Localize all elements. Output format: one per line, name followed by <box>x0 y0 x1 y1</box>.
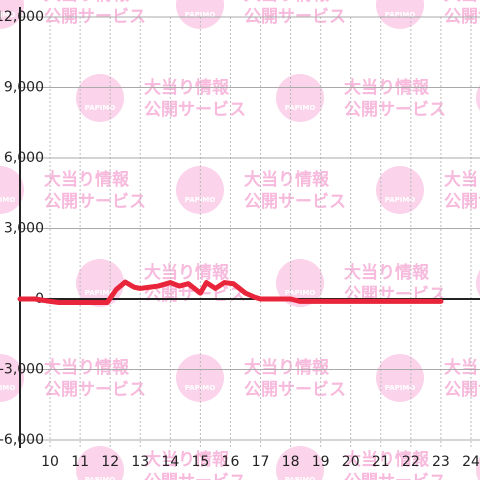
x-tick-label: 14 <box>161 454 179 470</box>
y-tick-label: -6,000 <box>0 432 44 448</box>
y-tick-label: 9,000 <box>4 80 44 96</box>
x-tick-label: 17 <box>252 454 270 470</box>
watermark-logo-text: PAPIMO <box>0 11 15 19</box>
watermark-subtitle: 公開サービス <box>344 472 446 480</box>
watermark-logo <box>276 259 324 307</box>
watermark-subtitle: 公開サービス <box>444 380 480 400</box>
x-tick-label: 11 <box>71 454 89 470</box>
watermark-subtitle: 公開サービス <box>144 100 246 120</box>
watermark-subtitle: 公開サービス <box>44 380 146 400</box>
watermark-logo <box>0 166 24 214</box>
x-tick-label: 22 <box>402 454 420 470</box>
x-tick-label: 15 <box>191 454 209 470</box>
watermark-logo <box>376 0 424 29</box>
watermark-logo-text: PAPIMO <box>385 196 416 204</box>
watermark-logo <box>476 269 480 297</box>
watermark-title: 大当り情報 <box>44 357 130 378</box>
x-tick-label: 23 <box>432 454 450 470</box>
x-tick-label: 19 <box>312 454 330 470</box>
watermark-logo-text: PAPIMO <box>285 476 316 480</box>
watermark-logo <box>376 166 424 214</box>
watermark-logo-text: PAPIMO <box>0 384 15 392</box>
watermark-logo-text: PAPIMO <box>385 384 416 392</box>
watermark-logo-text: PAPIMO <box>385 11 416 19</box>
watermark-subtitle: 公開サービス <box>244 380 346 400</box>
watermark-subtitle: 公開サービス <box>44 192 146 212</box>
x-tick-label: 12 <box>101 454 119 470</box>
watermark-logo-text: PAPIMO <box>85 476 116 480</box>
watermark-logo-text: PAPIMO <box>85 104 116 112</box>
line <box>17 279 444 306</box>
watermark-logo-text: PAPIMO <box>0 196 15 204</box>
watermark-title: 大当り情報 <box>444 169 480 190</box>
y-tick-label: 3,000 <box>4 221 44 237</box>
x-tick-label: 20 <box>342 454 360 470</box>
x-tick-label: 16 <box>222 454 240 470</box>
watermark-title: 大当り情報 <box>444 0 480 5</box>
watermark-title: 大当り情報 <box>244 357 330 378</box>
watermark-logo <box>476 84 480 112</box>
x-tick-label: 24 <box>462 454 480 470</box>
watermark-subtitle: 公開サービス <box>244 192 346 212</box>
watermark-logo-text: PAPIMO <box>185 11 216 19</box>
watermark-logo-text: PAPIMO <box>185 384 216 392</box>
y-tick-label: 6,000 <box>4 150 44 166</box>
watermark-title: 大当り情報 <box>44 169 130 190</box>
x-tick-label: 21 <box>372 454 390 470</box>
watermark-logo <box>376 354 424 402</box>
x-tick-label: 18 <box>282 454 300 470</box>
watermark-logo <box>0 354 24 402</box>
x-tick-label: 10 <box>41 454 59 470</box>
watermark-logo <box>176 0 224 29</box>
watermark-logo-text: PAPIMO <box>285 104 316 112</box>
watermark-logo <box>276 446 324 480</box>
watermark-logo <box>0 0 24 29</box>
watermark-subtitle: 公開サービス <box>344 100 446 120</box>
watermark-logo <box>76 74 124 122</box>
x-tick-label: 13 <box>131 454 149 470</box>
watermark-logo <box>476 456 480 480</box>
watermark-title: 大当り情報 <box>44 0 130 5</box>
watermark-logo <box>276 74 324 122</box>
watermark-title: 大当り情報 <box>344 449 430 470</box>
y-tick-label: -3,000 <box>0 362 44 378</box>
watermark-logo-text: PAPIMO <box>85 289 116 297</box>
watermark-title: 大当り情報 <box>144 262 230 283</box>
watermark-title: 大当り情報 <box>244 169 330 190</box>
y-tick-label: 12,000 <box>0 9 44 25</box>
watermark-logo <box>76 446 124 480</box>
watermark-subtitle: 公開サービス <box>444 192 480 212</box>
watermark-title: 大当り情報 <box>144 449 230 470</box>
watermark-title: 大当り情報 <box>344 262 430 283</box>
watermark-logo-text: PAPIMO <box>285 289 316 297</box>
watermark-title: 大当り情報 <box>444 357 480 378</box>
watermark-subtitle: 公開サービス <box>144 472 246 480</box>
watermark-logo-text: PAPIMO <box>185 196 216 204</box>
watermark-title: 大当り情報 <box>244 0 330 5</box>
